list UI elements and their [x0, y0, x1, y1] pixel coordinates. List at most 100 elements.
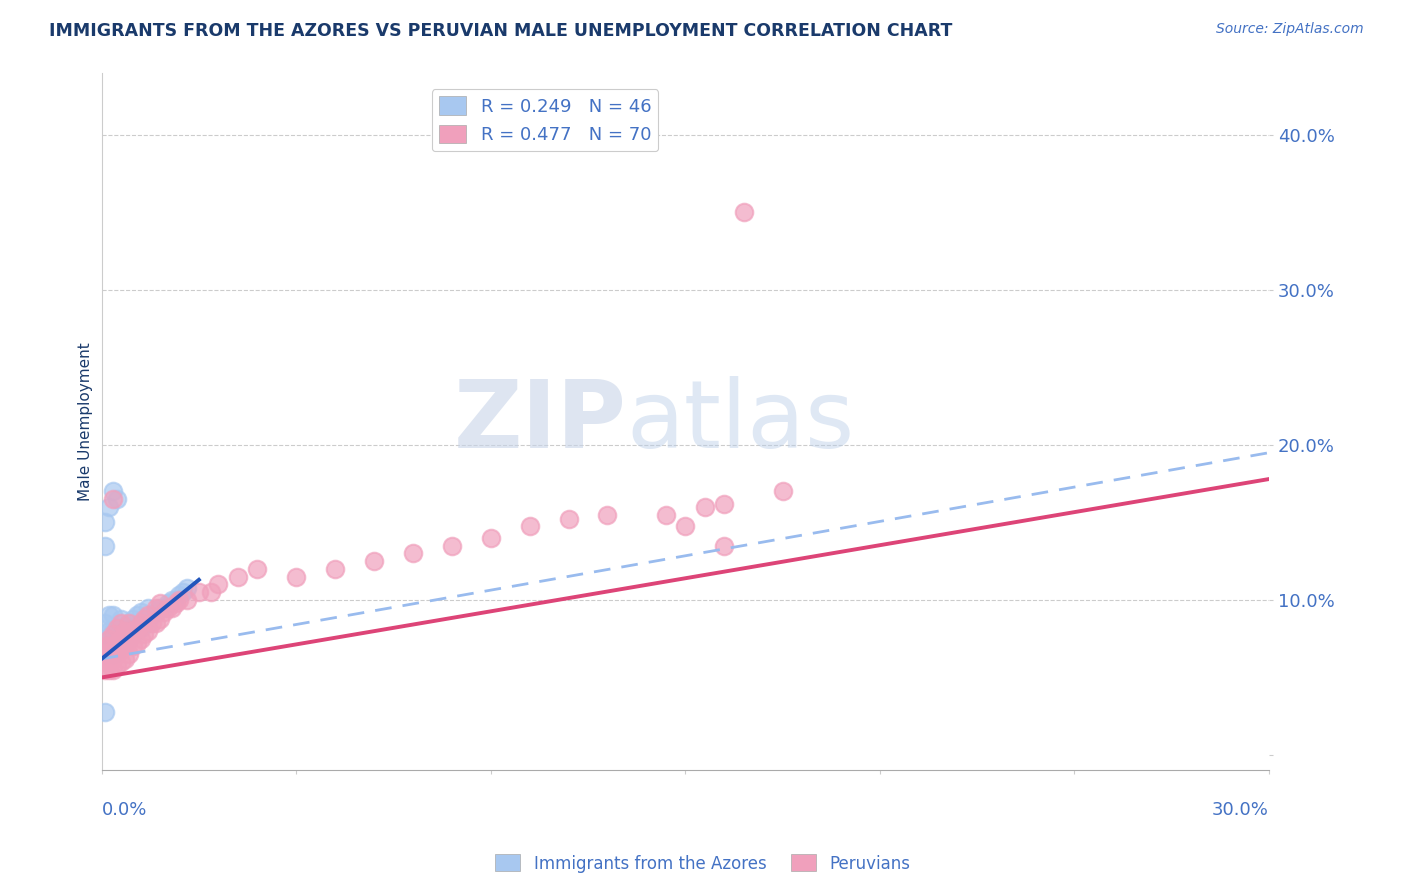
Point: [114, 652, 136, 666]
Point: [98, 632, 121, 646]
Point: [169, 593, 191, 607]
Point: [103, 636, 125, 650]
Point: [105, 636, 128, 650]
Point: [160, 600, 183, 615]
Text: ZIP: ZIP: [454, 376, 627, 467]
Point: [136, 616, 159, 631]
Point: [98, 640, 121, 654]
Point: [118, 616, 141, 631]
Point: [246, 562, 269, 576]
Point: [94, 539, 117, 553]
Point: [713, 539, 735, 553]
Point: [440, 539, 463, 553]
Point: [145, 606, 167, 620]
Point: [118, 632, 141, 646]
Point: [693, 500, 716, 514]
Point: [125, 636, 148, 650]
Point: [110, 640, 132, 654]
Point: [105, 492, 128, 507]
Point: [114, 636, 136, 650]
Point: [125, 621, 148, 635]
Point: [145, 600, 167, 615]
Text: Source: ZipAtlas.com: Source: ZipAtlas.com: [1216, 22, 1364, 37]
Point: [200, 585, 222, 599]
Text: IMMIGRANTS FROM THE AZORES VS PERUVIAN MALE UNEMPLOYMENT CORRELATION CHART: IMMIGRANTS FROM THE AZORES VS PERUVIAN M…: [49, 22, 953, 40]
Point: [118, 632, 141, 646]
Point: [114, 621, 136, 635]
Point: [105, 642, 128, 657]
Point: [121, 640, 143, 654]
Point: [134, 611, 156, 625]
Point: [323, 562, 346, 576]
Point: [110, 627, 132, 641]
Point: [149, 596, 172, 610]
Text: atlas: atlas: [627, 376, 855, 467]
Point: [103, 492, 125, 507]
Point: [121, 611, 143, 625]
Point: [141, 608, 163, 623]
Point: [94, 663, 117, 677]
Point: [98, 624, 121, 638]
Point: [110, 616, 132, 631]
Point: [103, 663, 125, 677]
Point: [105, 621, 128, 635]
Point: [160, 593, 183, 607]
Point: [103, 652, 125, 666]
Point: [105, 647, 128, 661]
Point: [136, 624, 159, 638]
Point: [121, 624, 143, 638]
Point: [98, 608, 121, 623]
Point: [134, 627, 156, 641]
Point: [141, 616, 163, 631]
Point: [176, 581, 198, 595]
Point: [94, 616, 117, 631]
Point: [105, 632, 128, 646]
Point: [118, 616, 141, 631]
Point: [207, 577, 229, 591]
Point: [110, 632, 132, 646]
Point: [129, 621, 152, 635]
Point: [134, 616, 156, 631]
Point: [156, 600, 179, 615]
Point: [363, 554, 385, 568]
Point: [114, 640, 136, 654]
Legend: R = 0.249   N = 46, R = 0.477   N = 70: R = 0.249 N = 46, R = 0.477 N = 70: [432, 89, 658, 151]
Point: [114, 624, 136, 638]
Point: [172, 585, 194, 599]
Point: [226, 570, 249, 584]
Point: [94, 516, 117, 530]
Point: [169, 588, 191, 602]
Point: [103, 624, 125, 638]
Point: [176, 593, 198, 607]
Legend: Immigrants from the Azores, Peruvians: Immigrants from the Azores, Peruvians: [489, 847, 917, 880]
Point: [110, 642, 132, 657]
Point: [105, 621, 128, 635]
Point: [772, 484, 794, 499]
Text: 0.0%: 0.0%: [101, 801, 148, 819]
Point: [94, 647, 117, 661]
Point: [98, 632, 121, 646]
Point: [129, 632, 152, 646]
Point: [129, 616, 152, 631]
Point: [655, 508, 678, 522]
Point: [118, 647, 141, 661]
Point: [103, 608, 125, 623]
Point: [149, 611, 172, 625]
Point: [98, 647, 121, 661]
Point: [103, 647, 125, 661]
Point: [98, 663, 121, 677]
Point: [153, 606, 176, 620]
Point: [125, 624, 148, 638]
Point: [136, 608, 159, 623]
Point: [187, 585, 209, 599]
Point: [94, 632, 117, 646]
Point: [156, 596, 179, 610]
Point: [136, 600, 159, 615]
Point: [479, 531, 502, 545]
Point: [121, 627, 143, 641]
Point: [105, 658, 128, 673]
Point: [94, 640, 117, 654]
Text: 30.0%: 30.0%: [1212, 801, 1268, 819]
Point: [103, 642, 125, 657]
Point: [98, 640, 121, 654]
